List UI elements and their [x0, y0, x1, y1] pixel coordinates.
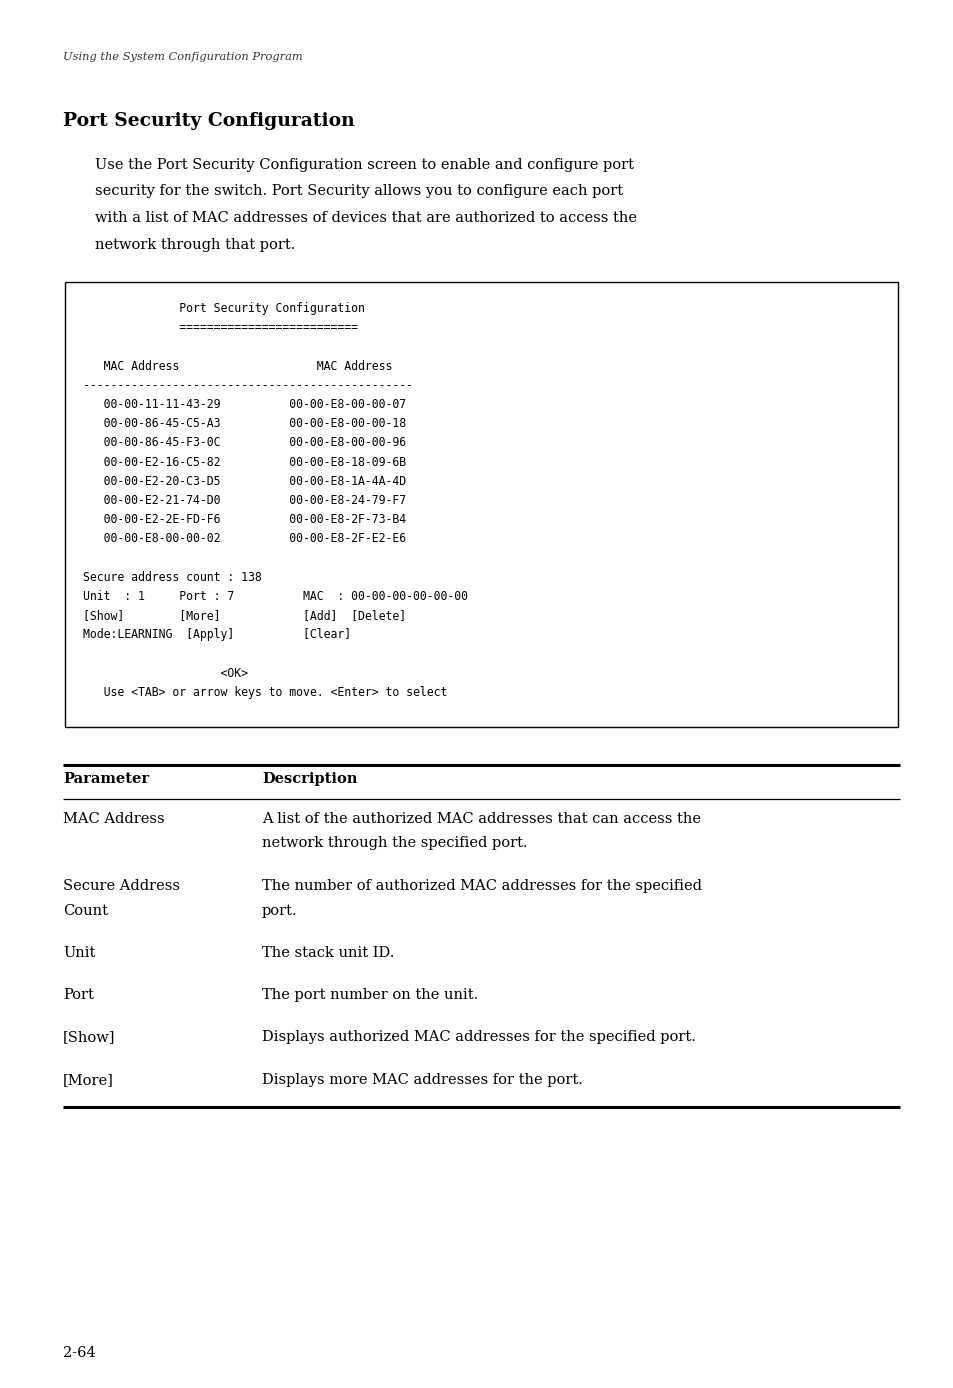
- Text: MAC Address                    MAC Address: MAC Address MAC Address: [83, 359, 392, 372]
- Text: The stack unit ID.: The stack unit ID.: [262, 945, 394, 960]
- Text: Displays authorized MAC addresses for the specified port.: Displays authorized MAC addresses for th…: [262, 1030, 695, 1045]
- Text: security for the switch. Port Security allows you to configure each port: security for the switch. Port Security a…: [95, 185, 622, 198]
- Text: 2-64: 2-64: [63, 1346, 95, 1360]
- Text: The number of authorized MAC addresses for the specified: The number of authorized MAC addresses f…: [262, 879, 701, 892]
- Text: Unit: Unit: [63, 945, 95, 960]
- Text: port.: port.: [262, 904, 297, 917]
- Text: Use the Port Security Configuration screen to enable and configure port: Use the Port Security Configuration scre…: [95, 158, 634, 172]
- Text: Secure Address: Secure Address: [63, 879, 180, 892]
- Text: network through that port.: network through that port.: [95, 237, 295, 251]
- Text: Parameter: Parameter: [63, 772, 149, 786]
- Text: Mode:LEARNING  [Apply]          [Clear]: Mode:LEARNING [Apply] [Clear]: [83, 629, 351, 641]
- Text: Description: Description: [262, 772, 357, 786]
- Text: Use <TAB> or arrow keys to move. <Enter> to select: Use <TAB> or arrow keys to move. <Enter>…: [83, 686, 447, 700]
- Text: Unit  : 1     Port : 7          MAC  : 00-00-00-00-00-00: Unit : 1 Port : 7 MAC : 00-00-00-00-00-0…: [83, 590, 468, 602]
- Text: Secure address count : 138: Secure address count : 138: [83, 570, 261, 584]
- Bar: [65, 282, 897, 727]
- Text: [Show]: [Show]: [63, 1030, 115, 1045]
- Text: 00-00-E2-20-C3-D5          00-00-E8-1A-4A-4D: 00-00-E2-20-C3-D5 00-00-E8-1A-4A-4D: [83, 475, 406, 487]
- Text: 00-00-11-11-43-29          00-00-E8-00-00-07: 00-00-11-11-43-29 00-00-E8-00-00-07: [83, 398, 406, 411]
- Text: ------------------------------------------------: ----------------------------------------…: [83, 379, 413, 391]
- Text: <OK>: <OK>: [83, 666, 248, 680]
- Text: network through the specified port.: network through the specified port.: [262, 837, 527, 851]
- Text: 00-00-E2-2E-FD-F6          00-00-E8-2F-73-B4: 00-00-E2-2E-FD-F6 00-00-E8-2F-73-B4: [83, 514, 406, 526]
- Text: [Show]        [More]            [Add]  [Delete]: [Show] [More] [Add] [Delete]: [83, 609, 406, 622]
- Text: The port number on the unit.: The port number on the unit.: [262, 988, 477, 1002]
- Text: Port: Port: [63, 988, 93, 1002]
- Text: Count: Count: [63, 904, 108, 917]
- Text: 00-00-86-45-C5-A3          00-00-E8-00-00-18: 00-00-86-45-C5-A3 00-00-E8-00-00-18: [83, 418, 406, 430]
- Text: with a list of MAC addresses of devices that are authorized to access the: with a list of MAC addresses of devices …: [95, 211, 637, 225]
- Text: 00-00-86-45-F3-0C          00-00-E8-00-00-96: 00-00-86-45-F3-0C 00-00-E8-00-00-96: [83, 436, 406, 450]
- Text: 00-00-E8-00-00-02          00-00-E8-2F-E2-E6: 00-00-E8-00-00-02 00-00-E8-2F-E2-E6: [83, 533, 406, 545]
- Text: Port Security Configuration: Port Security Configuration: [83, 303, 364, 315]
- Text: 00-00-E2-21-74-D0          00-00-E8-24-79-F7: 00-00-E2-21-74-D0 00-00-E8-24-79-F7: [83, 494, 406, 507]
- Text: Using the System Configuration Program: Using the System Configuration Program: [63, 51, 302, 62]
- Text: Displays more MAC addresses for the port.: Displays more MAC addresses for the port…: [262, 1073, 582, 1087]
- Text: 00-00-E2-16-C5-82          00-00-E8-18-09-6B: 00-00-E2-16-C5-82 00-00-E8-18-09-6B: [83, 455, 406, 469]
- Text: Port Security Configuration: Port Security Configuration: [63, 112, 355, 130]
- Text: MAC Address: MAC Address: [63, 812, 165, 826]
- Text: A list of the authorized MAC addresses that can access the: A list of the authorized MAC addresses t…: [262, 812, 700, 826]
- Text: ==========================: ==========================: [83, 321, 357, 335]
- Text: [More]: [More]: [63, 1073, 113, 1087]
